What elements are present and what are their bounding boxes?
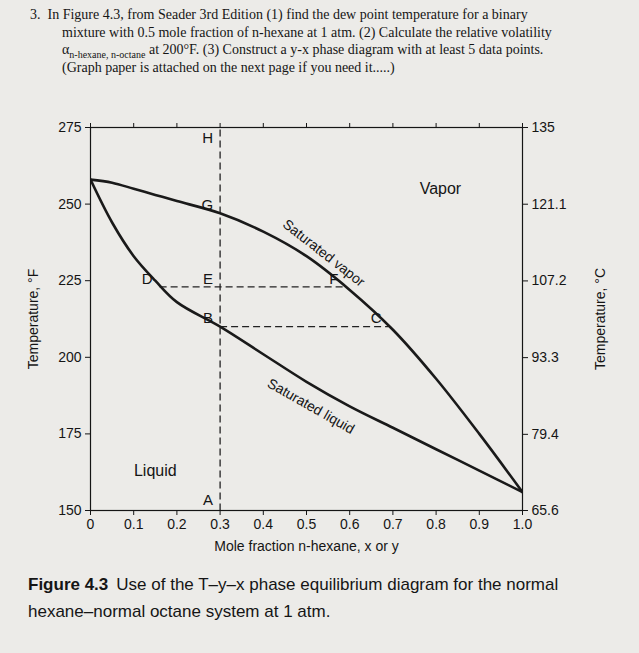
html-text:Figure 4.3: Figure 4.3 — [28, 575, 109, 594]
svg-text:0.2: 0.2 — [167, 516, 187, 532]
svg-text:0.9: 0.9 — [470, 516, 490, 532]
svg-text:Temperature, °F: Temperature, °F — [25, 269, 41, 370]
svg-text:0.8: 0.8 — [426, 516, 446, 532]
html-text:αn-hexane, n-octaneat 200°F. (: αn-hexane, n-octaneat 200°F. (3) Constru… — [62, 42, 544, 60]
svg-text:Vapor: Vapor — [420, 180, 462, 197]
svg-text:Temperature, °C: Temperature, °C — [592, 268, 608, 370]
svg-text:0.1: 0.1 — [124, 516, 144, 532]
svg-text:0: 0 — [87, 516, 95, 532]
html-text:Use of the T–y–x phase equilib: Use of the T–y–x phase equilibrium diagr… — [28, 575, 559, 621]
svg-text:C: C — [371, 309, 382, 326]
svg-text:0.7: 0.7 — [383, 516, 403, 532]
svg-text:121.1: 121.1 — [532, 196, 567, 212]
svg-text:225: 225 — [58, 272, 82, 288]
html-text:mixture with 0.5 mole fraction: mixture with 0.5 mole fraction of n-hexa… — [62, 24, 552, 40]
svg-text:Saturated vapor: Saturated vapor — [280, 216, 369, 290]
svg-text:B: B — [203, 309, 213, 326]
svg-text:H: H — [202, 129, 213, 146]
svg-text:200: 200 — [58, 349, 82, 365]
html-text:3. In Figure 4.3, from Seader: 3. In Figure 4.3, from Seader 3rd Editio… — [30, 7, 528, 22]
svg-text:150: 150 — [58, 502, 82, 518]
svg-text:250: 250 — [58, 196, 82, 212]
svg-text:E: E — [203, 270, 213, 287]
svg-text:0.5: 0.5 — [297, 516, 317, 532]
svg-text:107.2: 107.2 — [532, 272, 567, 288]
svg-text:0.3: 0.3 — [210, 516, 230, 532]
svg-text:1.0: 1.0 — [513, 516, 533, 532]
svg-text:D: D — [142, 270, 153, 287]
svg-text:0.4: 0.4 — [254, 516, 274, 532]
svg-text:79.4: 79.4 — [532, 426, 559, 442]
svg-text:Liquid: Liquid — [134, 462, 177, 479]
svg-text:0.6: 0.6 — [340, 516, 360, 532]
svg-text:275: 275 — [58, 119, 82, 135]
svg-text:G: G — [201, 196, 213, 213]
svg-text:Saturated liquid: Saturated liquid — [265, 375, 358, 437]
svg-text:F: F — [329, 270, 338, 287]
svg-text:93.3: 93.3 — [532, 349, 559, 365]
svg-text:Mole fraction n-hexane, x or y: Mole fraction n-hexane, x or y — [214, 538, 398, 554]
svg-text:65.6: 65.6 — [532, 502, 559, 518]
svg-text:A: A — [203, 491, 213, 508]
html-text:(Graph paper is attached on th: (Graph paper is attached on the next pag… — [62, 59, 395, 75]
svg-text:135: 135 — [532, 119, 556, 135]
svg-text:175: 175 — [58, 425, 82, 441]
